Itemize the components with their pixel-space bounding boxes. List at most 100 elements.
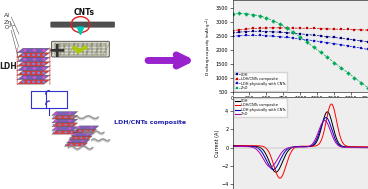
LDH physically with CNTs — [296, 146, 300, 148]
Circle shape — [37, 72, 40, 74]
Line: LDH: LDH — [231, 30, 368, 43]
LDH/CNTs composite — [332, 28, 336, 30]
ZnO — [230, 145, 235, 147]
LDH/CNTs composite — [342, 143, 346, 146]
Circle shape — [85, 137, 88, 139]
LDH physically with CNTs — [271, 168, 276, 171]
LDH physically with CNTs — [271, 35, 275, 37]
Circle shape — [23, 49, 26, 52]
Circle shape — [64, 124, 67, 126]
Circle shape — [76, 49, 80, 53]
Polygon shape — [17, 80, 50, 84]
ZnO — [271, 19, 275, 22]
Y-axis label: Current (A): Current (A) — [215, 129, 220, 156]
LDH/CNTs composite — [251, 27, 255, 30]
LDH physically with CNTs — [352, 46, 357, 48]
LDH/CNTs composite — [230, 144, 235, 147]
Polygon shape — [17, 57, 50, 62]
LDH — [298, 33, 302, 35]
LDH — [274, 171, 278, 173]
LDH/CNTs composite — [230, 30, 235, 32]
LDH physically with CNTs — [237, 35, 241, 37]
Circle shape — [27, 72, 30, 74]
ZnO — [230, 13, 235, 15]
LDH — [366, 146, 368, 148]
LDH — [278, 31, 282, 33]
Text: LDH/CNTs composite: LDH/CNTs composite — [114, 120, 186, 125]
Polygon shape — [67, 139, 90, 143]
LDH/CNTs composite — [312, 27, 316, 30]
ZnO — [298, 36, 302, 38]
LDH/CNTs composite — [284, 27, 289, 29]
Circle shape — [37, 54, 40, 56]
Circle shape — [83, 46, 87, 49]
LDH — [325, 36, 330, 38]
LDH/CNTs composite — [291, 27, 296, 29]
LDH/CNTs composite — [325, 28, 330, 30]
Circle shape — [23, 58, 26, 61]
Circle shape — [22, 72, 25, 74]
LDH physically with CNTs — [332, 43, 336, 45]
Circle shape — [80, 137, 82, 139]
Polygon shape — [17, 75, 50, 80]
Line: LDH/CNTs composite: LDH/CNTs composite — [231, 26, 368, 32]
LDH/CNTs composite — [278, 27, 282, 29]
Polygon shape — [17, 66, 50, 71]
Circle shape — [70, 144, 72, 146]
ZnO — [311, 142, 316, 144]
Polygon shape — [64, 143, 88, 146]
LDH physically with CNTs — [284, 36, 289, 39]
Circle shape — [37, 63, 40, 65]
X-axis label: Cycle number: Cycle number — [285, 103, 315, 107]
Circle shape — [81, 144, 83, 146]
Circle shape — [68, 112, 71, 115]
Polygon shape — [52, 112, 78, 115]
Circle shape — [42, 58, 46, 61]
LDH — [304, 146, 308, 148]
LDH — [332, 36, 336, 39]
Polygon shape — [17, 48, 50, 53]
Circle shape — [79, 130, 81, 132]
Circle shape — [32, 81, 35, 83]
LDH/CNTs composite — [352, 29, 357, 31]
LDH/CNTs composite — [278, 177, 282, 179]
Circle shape — [78, 48, 82, 52]
ZnO — [312, 46, 316, 48]
Circle shape — [33, 58, 36, 61]
Circle shape — [70, 124, 73, 126]
Circle shape — [64, 131, 67, 133]
LDH/CNTs composite — [295, 146, 299, 148]
Circle shape — [91, 126, 93, 129]
Circle shape — [65, 144, 67, 146]
Line: LDH physically with CNTs: LDH physically with CNTs — [233, 118, 368, 170]
ZnO — [318, 51, 323, 53]
Circle shape — [59, 124, 61, 126]
LDH — [257, 30, 262, 33]
LDH physically with CNTs — [244, 34, 248, 37]
LDH physically with CNTs — [257, 34, 262, 37]
Circle shape — [27, 81, 30, 83]
LDH physically with CNTs — [230, 35, 235, 37]
LDH/CNTs composite — [264, 27, 269, 29]
Circle shape — [27, 54, 30, 56]
Polygon shape — [52, 115, 78, 119]
Circle shape — [33, 76, 36, 79]
ZnO — [366, 147, 368, 149]
Polygon shape — [17, 62, 50, 66]
Polygon shape — [17, 53, 50, 57]
Circle shape — [85, 130, 87, 132]
Circle shape — [42, 72, 45, 74]
Circle shape — [86, 133, 89, 136]
LDH — [312, 34, 316, 36]
LDH — [296, 146, 300, 148]
Circle shape — [70, 116, 73, 118]
LDH/CNTs composite — [257, 27, 262, 29]
Circle shape — [23, 67, 26, 70]
LDH — [339, 37, 343, 40]
Circle shape — [27, 63, 30, 65]
Circle shape — [22, 63, 25, 65]
Circle shape — [42, 81, 45, 83]
LDH physically with CNTs — [251, 34, 255, 36]
Polygon shape — [17, 71, 50, 75]
Circle shape — [70, 131, 73, 133]
